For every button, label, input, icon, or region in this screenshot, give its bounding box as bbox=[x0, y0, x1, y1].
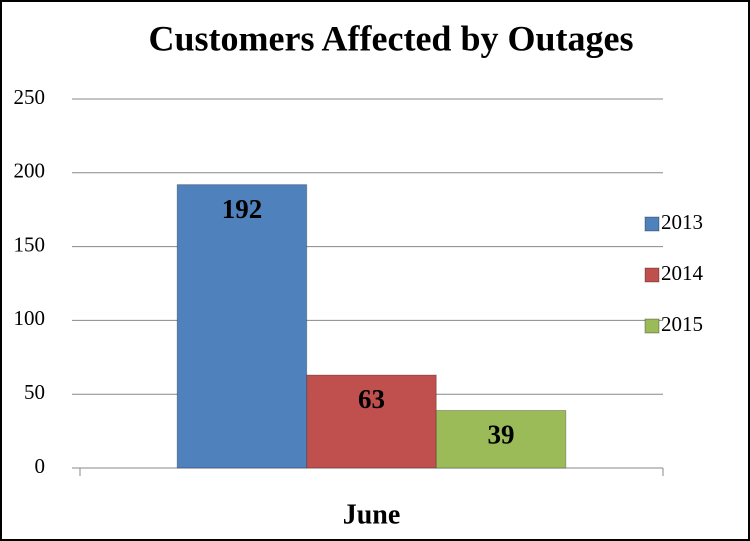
bar bbox=[176, 184, 308, 469]
y-tick-label: 0 bbox=[35, 454, 46, 478]
bar bbox=[435, 409, 567, 469]
legend-swatch bbox=[644, 318, 660, 334]
chart-title: Customers Affected by Outages bbox=[149, 18, 634, 58]
bar bbox=[306, 374, 437, 469]
y-tick-label: 150 bbox=[14, 232, 46, 256]
legend-swatch bbox=[644, 267, 660, 283]
legend-label: 2014 bbox=[661, 261, 704, 285]
legend-swatch bbox=[644, 216, 660, 232]
y-tick-label: 100 bbox=[14, 306, 46, 330]
x-tick-label: June bbox=[343, 499, 401, 530]
y-tick-label: 50 bbox=[24, 380, 45, 404]
legend-label: 2013 bbox=[661, 210, 703, 234]
data-label: 39 bbox=[488, 420, 515, 450]
y-tick-label: 250 bbox=[14, 85, 46, 109]
legend-label: 2015 bbox=[661, 312, 703, 336]
data-label: 63 bbox=[358, 384, 385, 414]
data-label: 192 bbox=[222, 194, 263, 224]
y-tick-label: 200 bbox=[14, 159, 46, 183]
